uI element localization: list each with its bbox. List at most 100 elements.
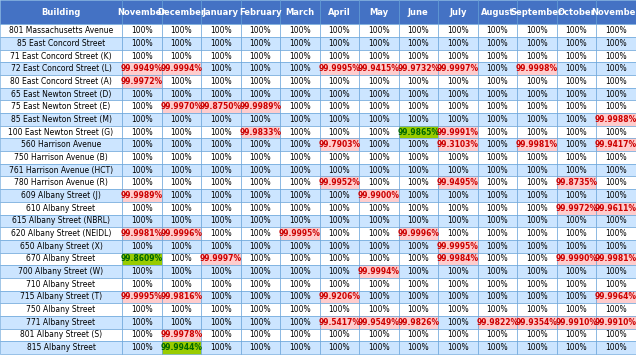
Text: 100%: 100% bbox=[249, 115, 271, 124]
Bar bbox=[240, 164, 280, 177]
Text: 99.8735%: 99.8735% bbox=[555, 178, 597, 187]
Bar bbox=[162, 75, 201, 88]
Text: 100%: 100% bbox=[526, 305, 548, 314]
Bar bbox=[359, 189, 399, 202]
Text: 100%: 100% bbox=[408, 191, 429, 200]
Bar bbox=[596, 126, 635, 139]
Bar bbox=[319, 139, 359, 151]
Text: 100%: 100% bbox=[131, 165, 153, 174]
Bar bbox=[201, 265, 240, 278]
Text: 100%: 100% bbox=[249, 90, 271, 99]
Text: April: April bbox=[328, 8, 350, 17]
Bar bbox=[517, 88, 556, 101]
Text: 609 Albany Street (J): 609 Albany Street (J) bbox=[21, 191, 101, 200]
Bar bbox=[162, 177, 201, 189]
Text: 100%: 100% bbox=[170, 90, 192, 99]
Bar bbox=[240, 126, 280, 139]
Bar bbox=[319, 202, 359, 214]
Text: 99.9995%: 99.9995% bbox=[279, 229, 321, 238]
Text: 100%: 100% bbox=[329, 343, 350, 352]
Bar bbox=[280, 278, 319, 290]
Text: 100%: 100% bbox=[170, 115, 192, 124]
Bar bbox=[438, 189, 478, 202]
Text: 100%: 100% bbox=[210, 115, 232, 124]
Text: 100%: 100% bbox=[447, 229, 469, 238]
Text: 99.9995%: 99.9995% bbox=[437, 242, 479, 251]
Bar bbox=[517, 252, 556, 265]
Bar bbox=[596, 265, 635, 278]
Text: 100%: 100% bbox=[447, 216, 469, 225]
Text: 100%: 100% bbox=[249, 318, 271, 327]
Text: 100%: 100% bbox=[289, 216, 310, 225]
Text: 100%: 100% bbox=[170, 242, 192, 251]
Bar bbox=[438, 126, 478, 139]
Bar bbox=[517, 227, 556, 240]
Bar bbox=[596, 189, 635, 202]
Text: 100%: 100% bbox=[487, 165, 508, 174]
Bar bbox=[240, 177, 280, 189]
Bar bbox=[240, 227, 280, 240]
Bar bbox=[556, 151, 596, 164]
Text: 100%: 100% bbox=[565, 52, 587, 61]
Text: 710 Albany Street: 710 Albany Street bbox=[27, 280, 95, 289]
Bar bbox=[280, 113, 319, 126]
Bar bbox=[359, 75, 399, 88]
Text: 100%: 100% bbox=[565, 242, 587, 251]
Text: 100%: 100% bbox=[408, 153, 429, 162]
Text: 100%: 100% bbox=[526, 255, 548, 264]
Text: 100%: 100% bbox=[526, 26, 548, 35]
Bar bbox=[240, 240, 280, 252]
Bar bbox=[517, 215, 556, 227]
Bar bbox=[240, 88, 280, 101]
Text: 85 East Newton Street (M): 85 East Newton Street (M) bbox=[11, 115, 111, 124]
Bar bbox=[556, 265, 596, 278]
Bar bbox=[280, 101, 319, 113]
Text: 750 Albany Street: 750 Albany Street bbox=[27, 305, 95, 314]
Bar bbox=[122, 75, 162, 88]
Bar bbox=[478, 139, 517, 151]
Bar bbox=[240, 113, 280, 126]
Bar bbox=[0, 151, 122, 164]
Text: 100%: 100% bbox=[368, 77, 390, 86]
Text: 100%: 100% bbox=[289, 26, 310, 35]
Bar bbox=[162, 240, 201, 252]
Bar bbox=[162, 341, 201, 354]
Bar bbox=[556, 328, 596, 341]
Text: 771 Albany Street: 771 Albany Street bbox=[27, 318, 95, 327]
Bar bbox=[438, 303, 478, 316]
Bar bbox=[438, 215, 478, 227]
Bar bbox=[201, 202, 240, 214]
Bar bbox=[478, 341, 517, 354]
Text: 100%: 100% bbox=[131, 39, 153, 48]
Text: 99.9206%: 99.9206% bbox=[319, 292, 361, 301]
Text: 100%: 100% bbox=[526, 280, 548, 289]
Bar bbox=[438, 0, 478, 24]
Text: 100%: 100% bbox=[210, 330, 232, 339]
Bar bbox=[201, 164, 240, 177]
Text: 100%: 100% bbox=[408, 292, 429, 301]
Text: June: June bbox=[408, 8, 429, 17]
Text: 100%: 100% bbox=[329, 153, 350, 162]
Bar bbox=[319, 88, 359, 101]
Text: 100%: 100% bbox=[368, 292, 390, 301]
Text: 99.8750%: 99.8750% bbox=[200, 102, 242, 111]
Text: 100%: 100% bbox=[408, 102, 429, 111]
Text: 100%: 100% bbox=[565, 102, 587, 111]
Bar bbox=[280, 88, 319, 101]
Text: 100%: 100% bbox=[249, 255, 271, 264]
Bar bbox=[319, 113, 359, 126]
Bar bbox=[122, 265, 162, 278]
Bar bbox=[556, 37, 596, 50]
Text: 99.9984%: 99.9984% bbox=[437, 255, 479, 264]
Text: 100%: 100% bbox=[408, 26, 429, 35]
Bar bbox=[162, 227, 201, 240]
Text: 100%: 100% bbox=[526, 39, 548, 48]
Bar bbox=[596, 202, 635, 214]
Text: 100%: 100% bbox=[526, 242, 548, 251]
Text: 750 Harrison Avenue (B): 750 Harrison Avenue (B) bbox=[14, 153, 108, 162]
Bar bbox=[359, 177, 399, 189]
Text: 100%: 100% bbox=[526, 216, 548, 225]
Text: 100%: 100% bbox=[210, 165, 232, 174]
Bar bbox=[399, 227, 438, 240]
Text: 100%: 100% bbox=[447, 52, 469, 61]
